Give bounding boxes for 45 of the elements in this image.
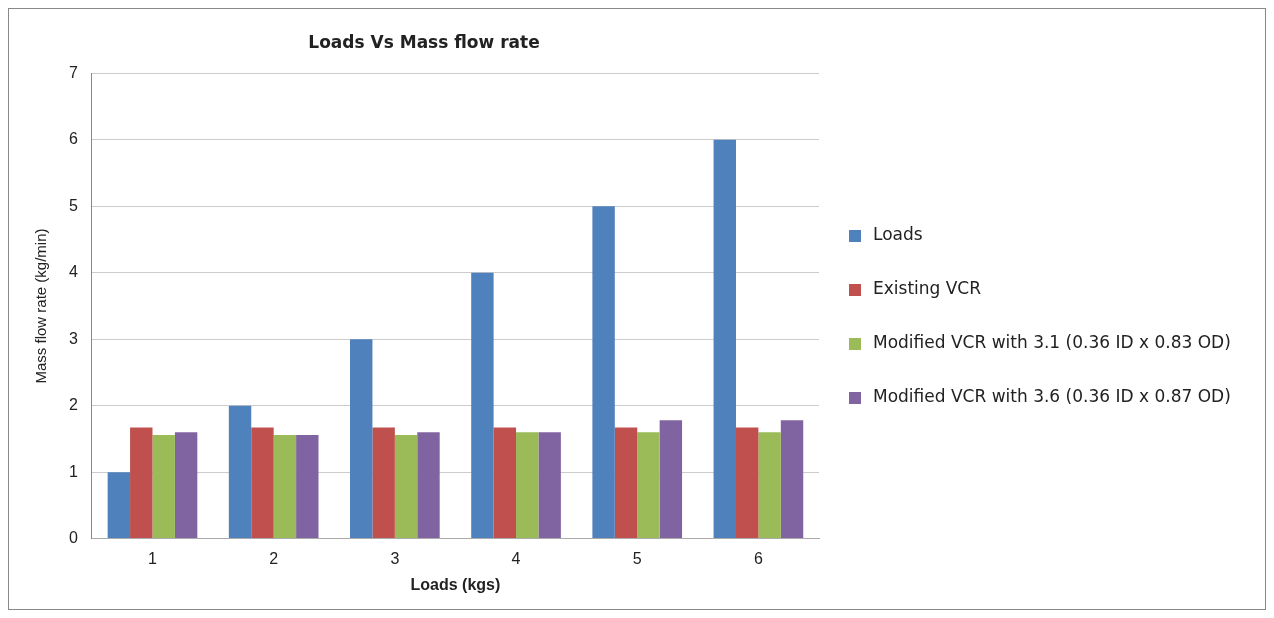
y-tick-label: 5 (68, 196, 78, 214)
bar (758, 432, 781, 539)
bar (228, 405, 252, 539)
legend-label: Modified VCR with 3.6 (0.36 ID x 0.87 OD) (873, 386, 1231, 406)
bar (350, 339, 373, 539)
x-tick-label: 6 (753, 549, 763, 567)
chart-title: Loads Vs Mass flow rate (308, 31, 540, 52)
bar (614, 427, 638, 539)
bar (493, 427, 517, 539)
bar (592, 206, 615, 539)
y-tick-label: 1 (68, 462, 78, 480)
bar (296, 434, 319, 539)
x-tick-label: 3 (390, 549, 400, 567)
x-axis-title: Loads (kgs) (410, 575, 501, 593)
bar (780, 420, 804, 539)
y-tick-label: 7 (68, 63, 78, 81)
bar (273, 434, 297, 539)
bar (637, 432, 660, 539)
bar (538, 432, 561, 539)
bar (251, 427, 274, 539)
y-tick-label: 6 (68, 130, 78, 148)
bar (152, 434, 175, 539)
bar (735, 427, 759, 539)
bar (107, 472, 131, 539)
y-tick-label: 0 (68, 529, 78, 547)
bar (174, 432, 198, 539)
legend-label: Modified VCR with 3.1 (0.36 ID x 0.83 OD) (873, 332, 1231, 352)
x-tick-label: 1 (148, 549, 158, 567)
bar (516, 432, 539, 539)
x-tick-label: 5 (632, 549, 642, 567)
legend-label: Loads (873, 224, 923, 244)
legend-label: Existing VCR (873, 278, 982, 298)
bar (394, 434, 418, 539)
bar (130, 427, 153, 539)
bar (417, 432, 440, 539)
x-tick-label: 2 (269, 549, 279, 567)
x-tick-label: 4 (511, 549, 521, 567)
bar (372, 427, 395, 539)
y-tick-label: 3 (68, 329, 78, 347)
bar (713, 139, 736, 539)
y-axis-title: Mass flow rate (kg/min) (32, 228, 50, 384)
y-tick-label: 4 (68, 263, 78, 281)
bar (471, 272, 494, 539)
bar (659, 420, 683, 539)
y-tick-label: 2 (68, 396, 78, 414)
